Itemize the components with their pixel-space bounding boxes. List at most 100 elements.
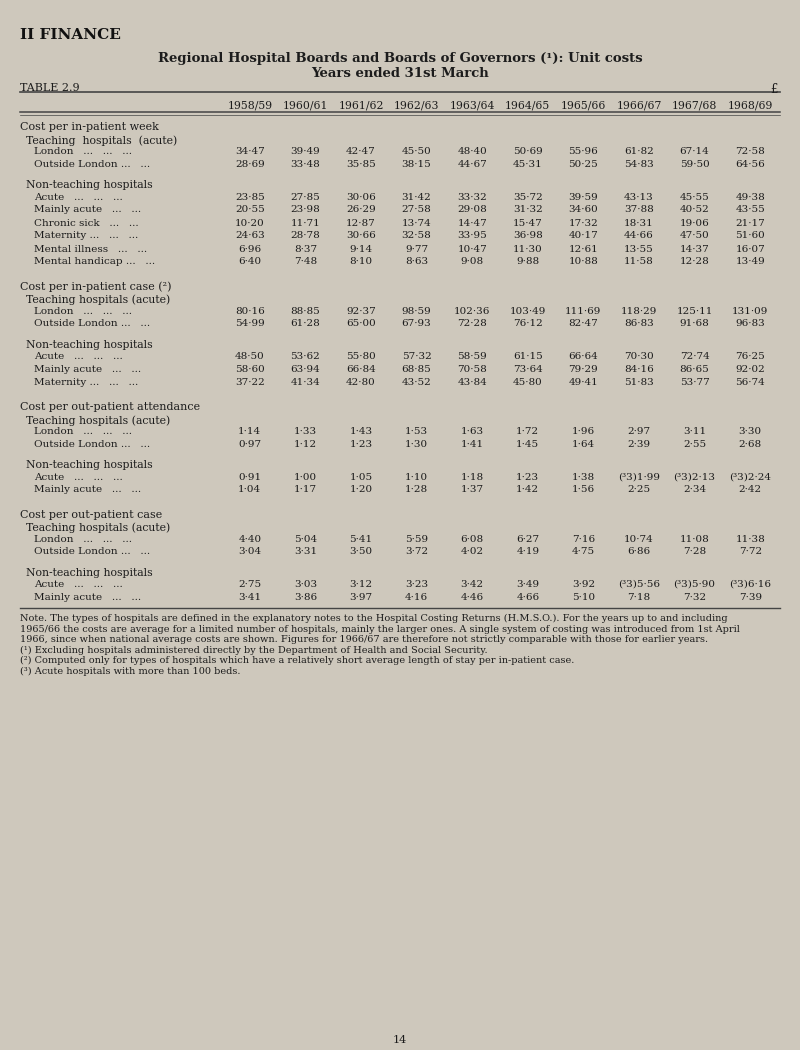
Text: 86·83: 86·83 — [624, 319, 654, 329]
Text: 54·99: 54·99 — [235, 319, 265, 329]
Text: 3·49: 3·49 — [516, 580, 539, 589]
Text: 111·69: 111·69 — [566, 307, 602, 315]
Text: 0·91: 0·91 — [238, 472, 262, 482]
Text: 34·47: 34·47 — [235, 147, 265, 156]
Text: 1·30: 1·30 — [405, 440, 428, 449]
Text: 28·78: 28·78 — [290, 231, 320, 240]
Text: (²) Computed only for types of hospitals which have a relatively short average l: (²) Computed only for types of hospitals… — [20, 656, 574, 665]
Text: (³3)1·99: (³3)1·99 — [618, 472, 660, 482]
Text: 1·14: 1·14 — [238, 427, 262, 436]
Text: 1·72: 1·72 — [516, 427, 539, 436]
Text: 26·29: 26·29 — [346, 206, 376, 214]
Text: 1·45: 1·45 — [516, 440, 539, 449]
Text: Acute   ...   ...   ...: Acute ... ... ... — [34, 192, 122, 202]
Text: 2·42: 2·42 — [738, 485, 762, 495]
Text: 28·69: 28·69 — [235, 160, 265, 169]
Text: Acute   ...   ...   ...: Acute ... ... ... — [34, 580, 122, 589]
Text: 39·49: 39·49 — [290, 147, 320, 156]
Text: 33·48: 33·48 — [290, 160, 320, 169]
Text: 1967/68: 1967/68 — [672, 100, 718, 110]
Text: 12·61: 12·61 — [569, 245, 598, 253]
Text: 13·55: 13·55 — [624, 245, 654, 253]
Text: 65·00: 65·00 — [346, 319, 376, 329]
Text: 32·58: 32·58 — [402, 231, 431, 240]
Text: 59·50: 59·50 — [680, 160, 710, 169]
Text: 3·04: 3·04 — [238, 547, 262, 557]
Text: 43·13: 43·13 — [624, 192, 654, 202]
Text: 118·29: 118·29 — [621, 307, 657, 315]
Text: (¹) Excluding hospitals administered directly by the Department of Health and So: (¹) Excluding hospitals administered dir… — [20, 646, 488, 654]
Text: 54·83: 54·83 — [624, 160, 654, 169]
Text: (³3)2·13: (³3)2·13 — [674, 472, 716, 482]
Text: 9·77: 9·77 — [405, 245, 428, 253]
Text: 1960/61: 1960/61 — [282, 100, 328, 110]
Text: Cost per out-patient attendance: Cost per out-patient attendance — [20, 402, 200, 412]
Text: 131·09: 131·09 — [732, 307, 768, 315]
Text: 67·14: 67·14 — [680, 147, 710, 156]
Text: 102·36: 102·36 — [454, 307, 490, 315]
Text: 6·27: 6·27 — [516, 534, 539, 544]
Text: Acute   ...   ...   ...: Acute ... ... ... — [34, 352, 122, 361]
Text: 1·28: 1·28 — [405, 485, 428, 495]
Text: 5·41: 5·41 — [350, 534, 373, 544]
Text: 51·60: 51·60 — [735, 231, 765, 240]
Text: 72·28: 72·28 — [458, 319, 487, 329]
Text: 33·95: 33·95 — [458, 231, 487, 240]
Text: 19·06: 19·06 — [680, 218, 710, 228]
Text: 11·58: 11·58 — [624, 257, 654, 267]
Text: Teaching  hospitals  (acute): Teaching hospitals (acute) — [26, 135, 178, 146]
Text: 13·74: 13·74 — [402, 218, 431, 228]
Text: 5·59: 5·59 — [405, 534, 428, 544]
Text: 49·38: 49·38 — [735, 192, 765, 202]
Text: 1·37: 1·37 — [461, 485, 484, 495]
Text: 1·53: 1·53 — [405, 427, 428, 436]
Text: 66·64: 66·64 — [569, 352, 598, 361]
Text: Chronic sick   ...   ...: Chronic sick ... ... — [34, 218, 138, 228]
Text: Maternity ...   ...   ...: Maternity ... ... ... — [34, 231, 138, 240]
Text: 17·32: 17·32 — [569, 218, 598, 228]
Text: 4·19: 4·19 — [516, 547, 539, 557]
Text: 72·74: 72·74 — [680, 352, 710, 361]
Text: 1966/67: 1966/67 — [616, 100, 662, 110]
Text: 15·47: 15·47 — [513, 218, 542, 228]
Text: 30·06: 30·06 — [346, 192, 376, 202]
Text: 67·93: 67·93 — [402, 319, 431, 329]
Text: 45·80: 45·80 — [513, 378, 542, 387]
Text: 7·39: 7·39 — [738, 593, 762, 602]
Text: 40·17: 40·17 — [569, 231, 598, 240]
Text: 3·03: 3·03 — [294, 580, 317, 589]
Text: 1965/66 the costs are average for a limited number of hospitals, mainly the larg: 1965/66 the costs are average for a limi… — [20, 625, 740, 633]
Text: 86·65: 86·65 — [680, 365, 710, 374]
Text: TABLE 2.9: TABLE 2.9 — [20, 83, 80, 93]
Text: 36·98: 36·98 — [513, 231, 542, 240]
Text: 3·41: 3·41 — [238, 593, 262, 602]
Text: 4·16: 4·16 — [405, 593, 428, 602]
Text: 68·85: 68·85 — [402, 365, 431, 374]
Text: 42·80: 42·80 — [346, 378, 376, 387]
Text: 58·59: 58·59 — [458, 352, 487, 361]
Text: II FINANCE: II FINANCE — [20, 28, 121, 42]
Text: Mainly acute   ...   ...: Mainly acute ... ... — [34, 593, 141, 602]
Text: 16·07: 16·07 — [735, 245, 765, 253]
Text: 33·32: 33·32 — [458, 192, 487, 202]
Text: 9·14: 9·14 — [350, 245, 373, 253]
Text: Non-teaching hospitals: Non-teaching hospitals — [26, 461, 153, 470]
Text: 4·02: 4·02 — [461, 547, 484, 557]
Text: 1961/62: 1961/62 — [338, 100, 384, 110]
Text: 96·83: 96·83 — [735, 319, 765, 329]
Text: 6·86: 6·86 — [627, 547, 650, 557]
Text: 1·96: 1·96 — [572, 427, 595, 436]
Text: 7·28: 7·28 — [683, 547, 706, 557]
Text: 45·50: 45·50 — [402, 147, 431, 156]
Text: 10·74: 10·74 — [624, 534, 654, 544]
Text: (³3)6·16: (³3)6·16 — [730, 580, 771, 589]
Text: 1·00: 1·00 — [294, 472, 317, 482]
Text: 53·77: 53·77 — [680, 378, 710, 387]
Text: 79·29: 79·29 — [569, 365, 598, 374]
Text: Years ended 31st March: Years ended 31st March — [311, 67, 489, 80]
Text: 2·55: 2·55 — [683, 440, 706, 449]
Text: 1·12: 1·12 — [294, 440, 317, 449]
Text: 8·10: 8·10 — [350, 257, 373, 267]
Text: 1·56: 1·56 — [572, 485, 595, 495]
Text: 7·16: 7·16 — [572, 534, 595, 544]
